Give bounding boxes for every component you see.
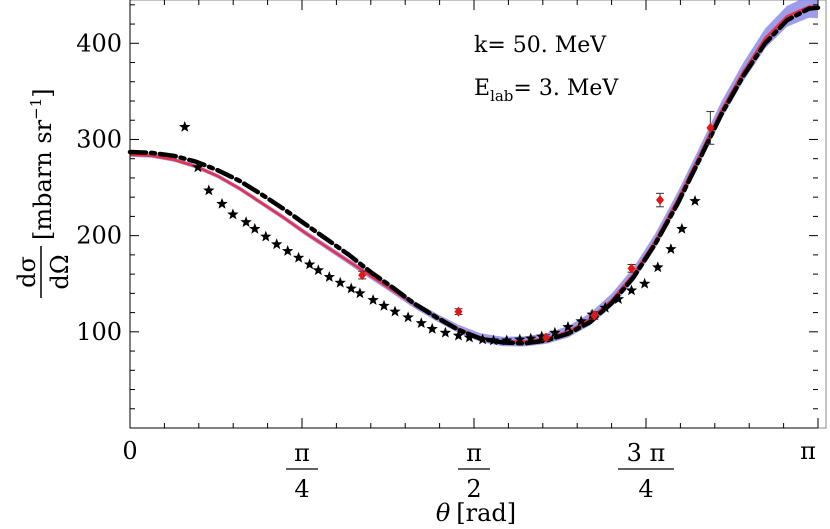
star-point <box>345 282 357 294</box>
y-tick-label: 400 <box>76 29 122 57</box>
error-point <box>590 310 599 321</box>
star-point <box>192 161 204 173</box>
star-point <box>525 332 537 344</box>
star-point <box>303 258 316 270</box>
error-point <box>706 111 715 145</box>
star-point <box>354 287 366 299</box>
error-point <box>454 306 463 317</box>
star-point <box>562 321 574 332</box>
star-point <box>439 326 452 338</box>
star-point <box>282 245 294 256</box>
annotation-box: k= 50. MeV Elab= 3. MeV <box>474 33 619 105</box>
star-point <box>452 329 465 341</box>
y-tick-label: 100 <box>76 318 122 346</box>
star-point <box>240 216 252 227</box>
error-point <box>627 263 636 274</box>
star-point <box>575 315 587 327</box>
star-point <box>426 322 438 334</box>
x-axis-unit: [rad] <box>456 499 516 527</box>
star-point <box>599 301 611 313</box>
error-point <box>655 192 664 208</box>
plot-area <box>127 0 827 429</box>
error-point <box>358 270 367 281</box>
star-point <box>536 330 548 342</box>
y-tick-label: 200 <box>76 222 122 250</box>
x-tick-label: π <box>800 437 816 465</box>
star-point <box>367 294 379 305</box>
x-axis-symbol: θ <box>436 499 451 527</box>
svg-text:π: π <box>294 439 310 467</box>
star-point <box>227 208 239 220</box>
star-point <box>487 334 500 346</box>
star-point <box>689 195 701 206</box>
svg-text:2: 2 <box>466 475 481 503</box>
svg-text:θ[rad]: θ [rad] <box>436 499 516 527</box>
star-point <box>334 276 346 288</box>
star-point <box>676 222 688 234</box>
star-point <box>514 333 526 345</box>
star-point <box>612 293 625 304</box>
y-axis-title: dσ dΩ [mbarn sr−1] <box>13 88 74 298</box>
star-point <box>625 284 638 296</box>
error-point <box>542 332 551 343</box>
star-point <box>549 326 561 338</box>
star-point <box>463 331 476 343</box>
star-point <box>271 238 283 250</box>
star-point <box>249 222 261 234</box>
dashdot-fit-line <box>127 5 821 346</box>
svg-text:4: 4 <box>638 475 653 503</box>
star-point <box>260 230 272 242</box>
star-point <box>665 243 677 254</box>
star-point <box>203 184 215 196</box>
star-point <box>415 317 427 328</box>
y-tick-label: 300 <box>76 125 122 153</box>
x-tick-label: 0 <box>122 437 137 465</box>
star-point <box>179 121 191 132</box>
x-axis-title: θ [rad] <box>436 499 516 527</box>
k-annotation: k= 50. MeV <box>474 33 607 58</box>
star-point <box>501 334 513 346</box>
svg-text:π: π <box>466 439 482 467</box>
y-axis-denominator: dΩ <box>46 254 74 289</box>
star-point <box>638 277 651 289</box>
star-point <box>652 261 664 273</box>
star-point <box>389 305 401 317</box>
svg-text:4: 4 <box>294 475 309 503</box>
energy-annotation: Elab= 3. MeV <box>474 76 619 105</box>
y-axis: 100 200 300 400 <box>76 0 818 429</box>
star-point <box>476 333 489 345</box>
star-point <box>292 251 305 263</box>
star-point <box>378 299 390 311</box>
error-points <box>358 111 715 343</box>
star-point <box>312 264 324 276</box>
y-axis-numerator: dσ <box>13 256 41 288</box>
star-point <box>323 271 335 282</box>
svg-text:3 π: 3 π <box>627 439 666 467</box>
star-point <box>216 197 228 209</box>
star-point <box>402 311 414 323</box>
star-points <box>179 121 701 346</box>
x-tick-label: π4 <box>286 439 319 503</box>
x-tick-label: π2 <box>458 439 491 503</box>
y-axis-unit: [mbarn sr−1] <box>27 88 57 240</box>
x-tick-label: 3 π4 <box>618 439 675 503</box>
